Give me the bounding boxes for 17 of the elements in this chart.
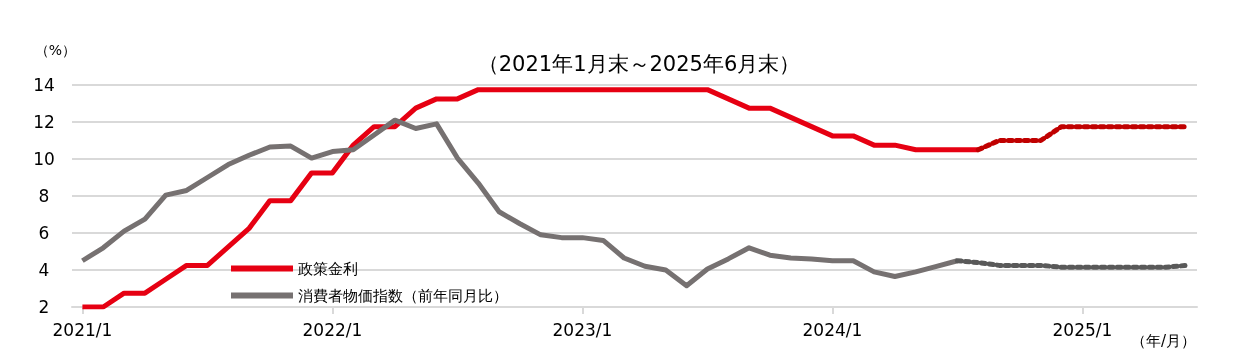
- chart-title: （2021年1月末～2025年6月末）: [477, 51, 801, 76]
- y-tick-label: 2: [38, 297, 50, 317]
- text: （年/月）: [1130, 331, 1197, 350]
- legend-label: 政策金利: [298, 259, 358, 278]
- x-tick-label: 2022/1: [302, 319, 363, 340]
- y-tick-label: 14: [33, 75, 55, 95]
- x-tick-label: 2025/1: [1052, 319, 1113, 340]
- x-tick-label: 2021/1: [52, 319, 113, 340]
- legend-label: 消費者物価指数（前年同月比）: [298, 286, 508, 305]
- y-tick-label: 12: [33, 112, 55, 132]
- y-axis-title: （%）: [34, 42, 76, 58]
- y-tick-label: 8: [38, 186, 50, 206]
- y-tick-label: 6: [38, 223, 50, 243]
- y-tick-label: 4: [38, 260, 50, 280]
- x-tick-label: 2024/1: [802, 319, 863, 340]
- y-tick-label: 10: [33, 149, 55, 169]
- x-tick-label: 2023/1: [552, 319, 613, 340]
